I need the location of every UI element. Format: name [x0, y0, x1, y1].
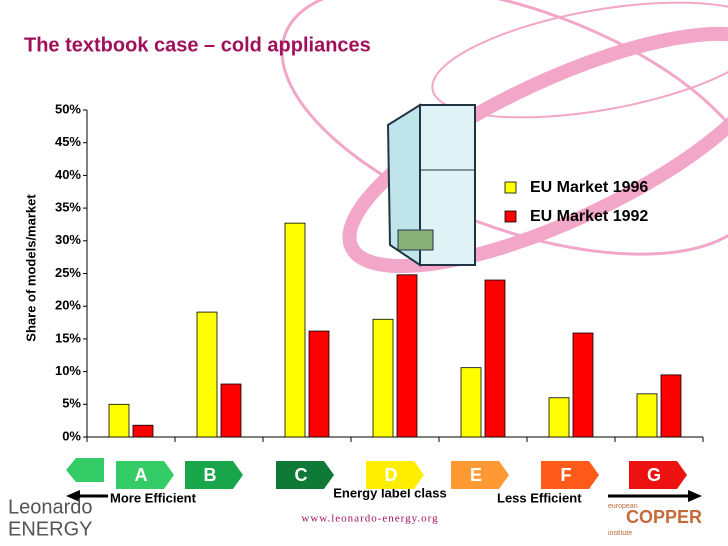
bar — [196, 311, 218, 438]
logo-right: institute — [608, 530, 632, 537]
x-tick-label: E — [470, 465, 482, 485]
y-tick-label: 35% — [55, 200, 81, 215]
bar — [372, 318, 394, 438]
bar — [132, 424, 154, 438]
efficiency-arrow-head — [688, 490, 702, 502]
energy-label-arrow — [629, 461, 687, 489]
logo-right: european — [608, 503, 638, 510]
x-tick-label: A — [135, 465, 148, 485]
bar — [396, 274, 418, 438]
fridge-illustration — [386, 103, 476, 267]
bar — [284, 222, 306, 438]
x-tick-label: D — [385, 465, 398, 485]
bar — [308, 330, 330, 438]
logo-left: ENERGY — [8, 518, 92, 540]
x-tick-label: B — [204, 465, 217, 485]
x-tick-label: G — [647, 465, 661, 485]
y-tick-label: 25% — [55, 265, 81, 280]
x-axis-label: Energy label class — [333, 485, 446, 500]
logo-right: COPPER — [626, 507, 702, 527]
legend-label: EU Market 1996 — [530, 179, 648, 196]
energy-label-arrow — [116, 461, 174, 489]
bar — [636, 393, 658, 438]
x-tick-label: F — [561, 465, 572, 485]
left-note: More Efficient — [110, 490, 197, 505]
bar — [572, 332, 594, 438]
title: The textbook case – cold appliances — [24, 34, 371, 56]
bar — [220, 383, 242, 438]
legend-label: EU Market 1992 — [530, 208, 648, 225]
y-tick-label: 20% — [55, 298, 81, 313]
energy-label-arrow — [541, 461, 599, 489]
efficiency-arrow-head — [66, 490, 80, 502]
decoration — [280, 0, 728, 274]
bar — [660, 374, 682, 438]
energy-label-arrow — [185, 461, 243, 489]
y-tick-label: 40% — [55, 167, 81, 182]
bar — [548, 397, 570, 438]
y-axis-label: Share of models/market — [23, 194, 38, 342]
energy-label-arrow — [366, 461, 424, 489]
energy-label-arrow — [451, 461, 509, 489]
legend-swatch — [504, 181, 517, 194]
footer-url: www.leonardo-energy.org — [301, 513, 438, 525]
bar — [484, 279, 506, 438]
legend-swatch — [504, 210, 517, 223]
y-tick-label: 50% — [55, 101, 81, 116]
y-tick-label: 45% — [55, 134, 81, 149]
bar — [108, 403, 130, 438]
y-tick-label: 30% — [55, 232, 81, 247]
logo-left: Leonardo — [8, 496, 93, 518]
y-tick-label: 10% — [55, 363, 81, 378]
y-tick-label: 15% — [55, 330, 81, 345]
x-tick-label: C — [295, 465, 308, 485]
efficiency-marker — [66, 458, 104, 482]
energy-label-arrow — [276, 461, 334, 489]
right-note: Less Efficient — [497, 490, 582, 505]
bar — [460, 367, 482, 438]
y-tick-label: 5% — [62, 396, 81, 411]
y-tick-label: 0% — [62, 428, 81, 443]
